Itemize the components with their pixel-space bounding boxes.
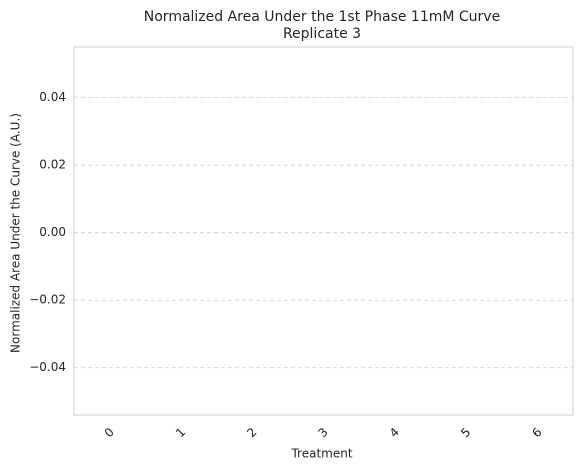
x-tick-label: 1 <box>173 425 188 440</box>
chart-title: Normalized Area Under the 1st Phase 11mM… <box>144 9 500 25</box>
plot-frame <box>73 46 574 416</box>
x-tick-label: 0 <box>102 425 117 440</box>
x-tick-label: 3 <box>315 425 330 440</box>
y-tick-label: 0.02 <box>39 158 66 172</box>
x-tick-label: 5 <box>458 425 473 440</box>
chart-subtitle: Replicate 3 <box>283 26 361 42</box>
y-tick-label: 0.00 <box>39 225 66 239</box>
x-tick-label: 6 <box>529 425 544 440</box>
y-tick-label: −0.04 <box>29 360 66 374</box>
y-tick-label: −0.02 <box>29 293 66 307</box>
x-tick-label: 2 <box>244 425 259 440</box>
y-axis-label: Normalized Area Under the Curve (A.U.) <box>9 113 23 353</box>
x-axis-label: Treatment <box>290 447 352 461</box>
y-tick-label: 0.04 <box>39 90 66 104</box>
x-tick-label: 4 <box>387 425 402 440</box>
